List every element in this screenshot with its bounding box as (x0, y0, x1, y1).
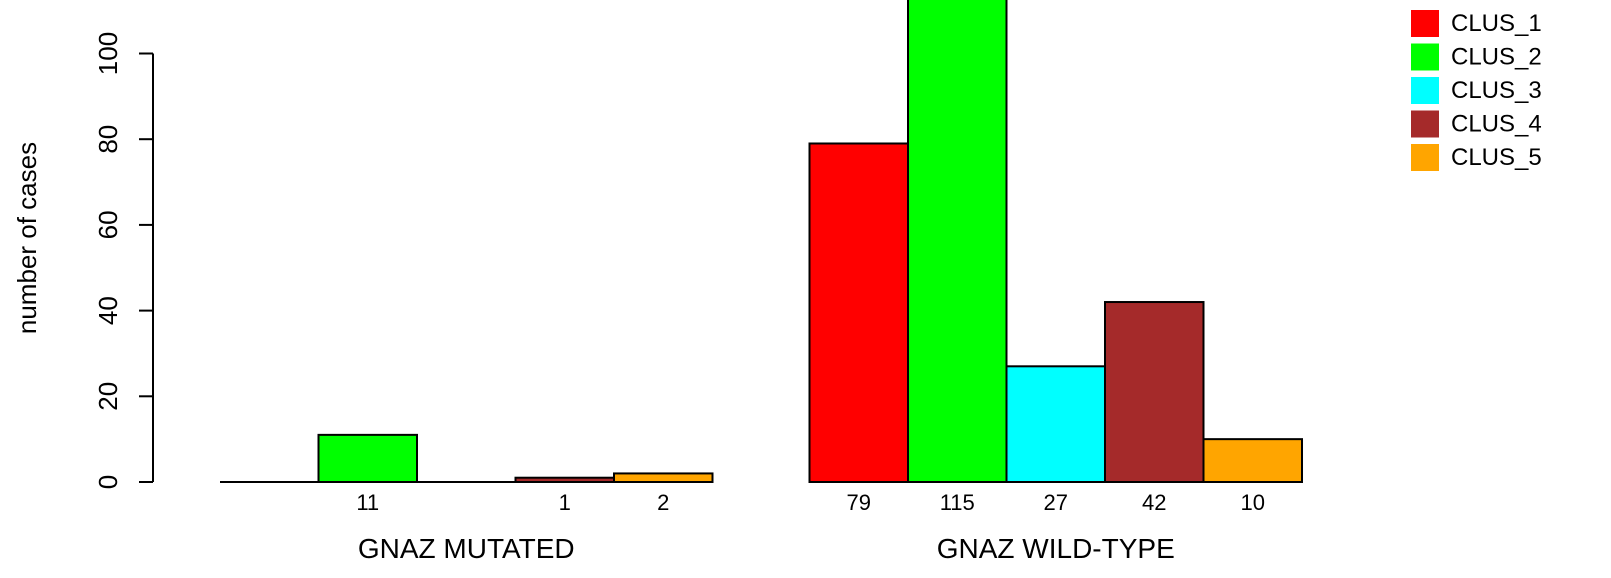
count-label: 79 (847, 490, 871, 515)
legend-swatch-clus-2 (1411, 43, 1439, 71)
group-label-mutated: GNAZ MUTATED (358, 533, 575, 564)
legend-label-clus-5: CLUS_5 (1451, 144, 1542, 171)
y-ticks: 0 20 40 60 80 100 (93, 32, 153, 489)
bar-wild-type-clus-5 (1202, 438, 1303, 483)
y-tick-label-20: 20 (93, 382, 123, 411)
bar-wild-type-clus-4 (1104, 301, 1205, 483)
legend-label-clus-4: CLUS_4 (1451, 111, 1542, 138)
group-label-wild-type: GNAZ WILD-TYPE (937, 533, 1175, 564)
legend-swatch-clus-4 (1411, 110, 1439, 138)
legend-swatch-clus-3 (1411, 77, 1439, 104)
y-axis-label: number of cases (12, 142, 42, 334)
legend-label-clus-2: CLUS_2 (1451, 44, 1542, 71)
bars-layer (220, 0, 1303, 484)
legend-label-clus-3: CLUS_3 (1451, 77, 1542, 104)
count-label: 42 (1142, 490, 1166, 515)
count-label: 115 (940, 490, 975, 515)
bar-wild-type-clus-3 (1005, 365, 1106, 483)
count-labels: 11 1 2 79 115 27 42 10 (356, 490, 1265, 515)
bar-wild-type-clus-2 (907, 0, 1008, 483)
y-tick-label-80: 80 (93, 125, 123, 154)
y-tick-label-100: 100 (93, 32, 123, 75)
bar-mutated-clus-4 (514, 476, 615, 483)
bar-wild-type-clus-1 (808, 142, 909, 484)
count-label: 2 (657, 490, 669, 515)
bar-mutated-clus-5 (613, 472, 714, 483)
legend-swatch-clus-1 (1411, 10, 1439, 37)
legend-swatch-clus-5 (1411, 144, 1439, 171)
y-axis: 0 20 40 60 80 100 (93, 32, 154, 489)
group-labels: GNAZ MUTATED GNAZ WILD-TYPE (358, 533, 1175, 564)
y-tick-label-40: 40 (93, 296, 123, 325)
y-tick-label-0: 0 (93, 475, 123, 489)
legend-label-clus-1: CLUS_1 (1451, 10, 1542, 37)
count-label: 10 (1241, 490, 1265, 515)
legend: CLUS_1 CLUS_2 CLUS_3 CLUS_4 CLUS_5 (1411, 10, 1542, 171)
bar-mutated-clus-2 (317, 433, 418, 483)
count-label: 27 (1044, 490, 1068, 515)
count-label: 1 (559, 490, 571, 515)
y-tick-label-60: 60 (93, 210, 123, 239)
count-label: 11 (356, 490, 379, 515)
